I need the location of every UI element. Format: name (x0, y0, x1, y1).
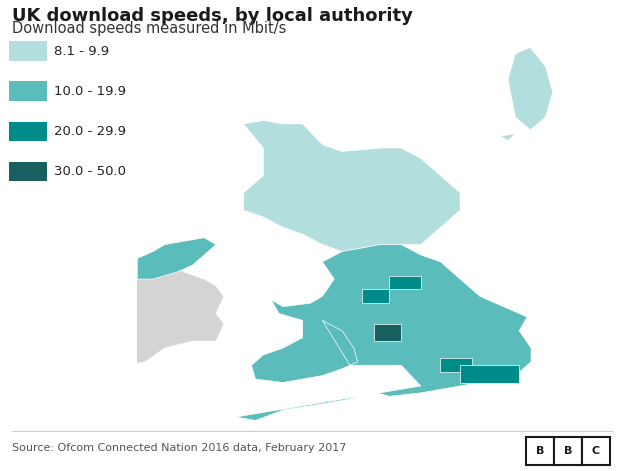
Polygon shape (374, 324, 401, 341)
Polygon shape (441, 358, 472, 372)
Text: 20.0 - 29.9: 20.0 - 29.9 (54, 125, 126, 138)
Text: C: C (592, 446, 600, 456)
Polygon shape (362, 289, 389, 303)
Text: B: B (535, 446, 544, 456)
Polygon shape (508, 48, 553, 130)
FancyBboxPatch shape (554, 437, 582, 465)
Polygon shape (389, 276, 421, 289)
Polygon shape (137, 238, 216, 279)
Text: UK download speeds, by local authority: UK download speeds, by local authority (12, 7, 413, 25)
Text: Download speeds measured in Mbit/s: Download speeds measured in Mbit/s (12, 21, 287, 36)
FancyBboxPatch shape (582, 437, 610, 465)
Polygon shape (500, 134, 515, 140)
Polygon shape (460, 365, 519, 382)
Text: B: B (563, 446, 572, 456)
Text: 8.1 - 9.9: 8.1 - 9.9 (54, 45, 109, 58)
FancyBboxPatch shape (526, 437, 554, 465)
Text: Source: Ofcom Connected Nation 2016 data, February 2017: Source: Ofcom Connected Nation 2016 data… (12, 443, 347, 454)
Polygon shape (47, 262, 224, 375)
Text: 30.0 - 50.0: 30.0 - 50.0 (54, 165, 126, 178)
Text: 10.0 - 19.9: 10.0 - 19.9 (54, 85, 126, 98)
Polygon shape (236, 244, 531, 421)
Polygon shape (243, 121, 460, 252)
